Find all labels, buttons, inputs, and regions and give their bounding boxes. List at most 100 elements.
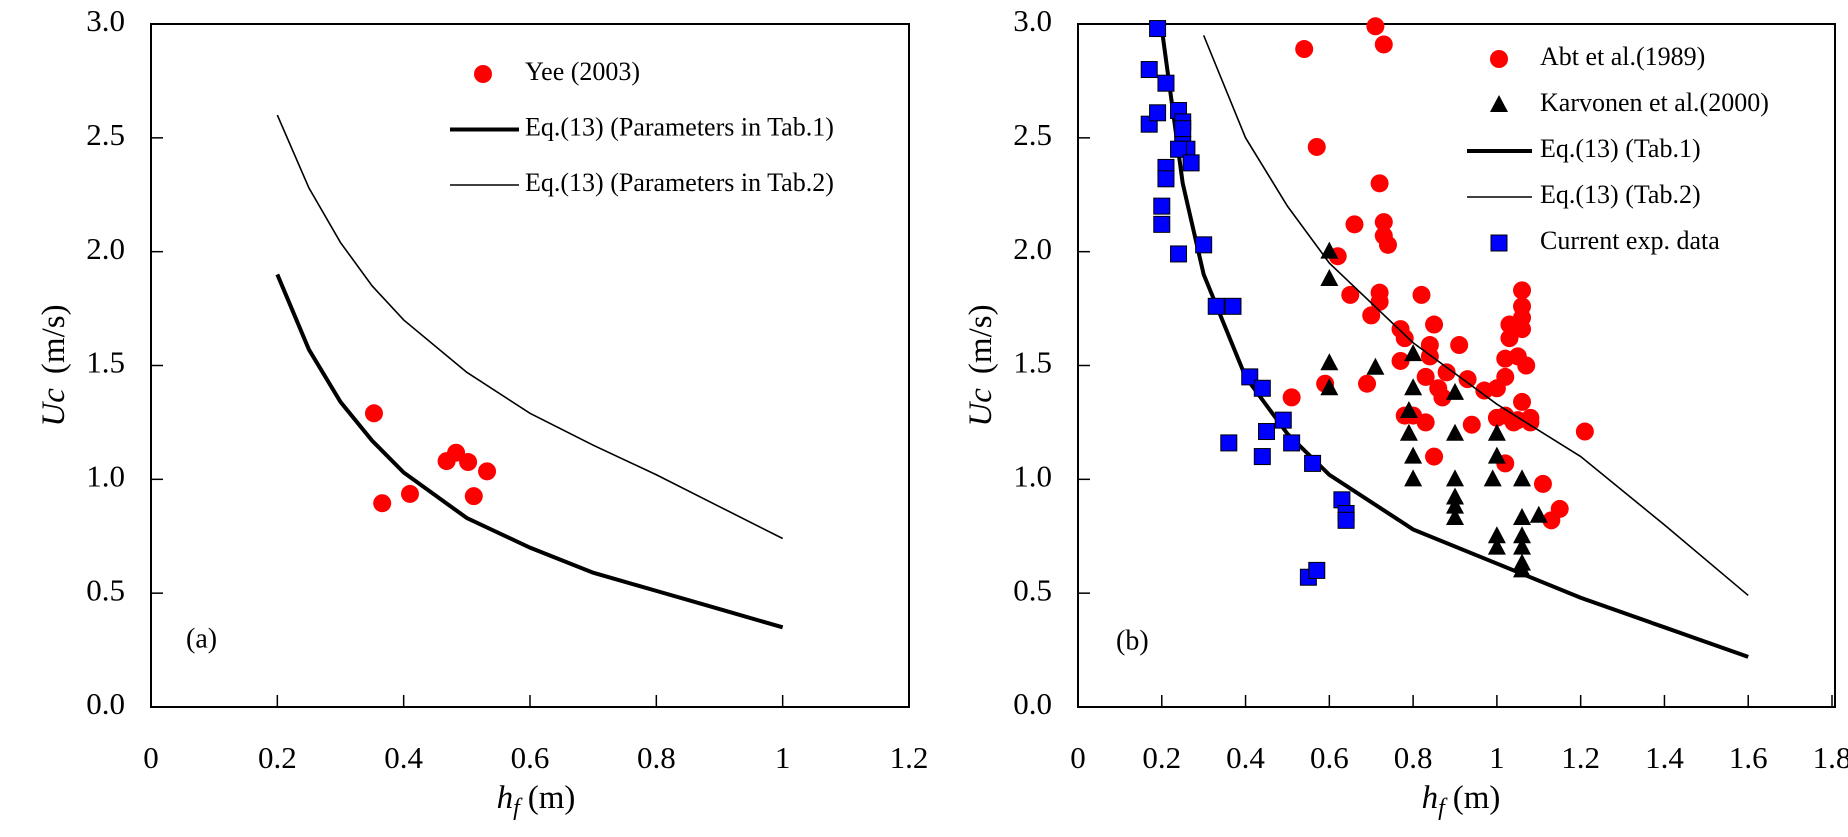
y-tick-label: 0.5: [1013, 572, 1052, 607]
point: [1307, 137, 1326, 156]
x-tick-label: 0.6: [1310, 740, 1349, 775]
curve: [1202, 35, 1749, 597]
point: [1513, 392, 1532, 411]
x-tick-label: 1: [775, 740, 791, 775]
point: [1399, 401, 1418, 419]
point: [1446, 423, 1464, 441]
legend-label: Karvonen et al.(2000): [1540, 88, 1769, 117]
x-tick-label: 0.4: [384, 740, 423, 775]
point: [1483, 469, 1502, 487]
point: [1513, 508, 1532, 526]
point: [1174, 120, 1192, 138]
point: [1404, 378, 1423, 396]
point: [1446, 382, 1464, 400]
point: [1458, 370, 1477, 389]
point: [1404, 344, 1423, 362]
point: [1258, 423, 1275, 441]
point: [1253, 448, 1271, 466]
y-tick-label: 0.0: [86, 686, 125, 721]
point: [1416, 367, 1435, 386]
point: [1521, 408, 1540, 427]
point: [1404, 469, 1423, 487]
point: [1362, 306, 1381, 325]
panel-label: (a): [186, 623, 217, 654]
curve: [275, 273, 784, 630]
y-tick-label: 3.0: [1013, 3, 1052, 38]
point: [1378, 235, 1397, 254]
point: [478, 462, 497, 481]
point: [1374, 35, 1393, 54]
legend-marker: [1490, 234, 1508, 252]
point: [1395, 329, 1414, 348]
point: [1399, 423, 1418, 441]
point: [1462, 415, 1481, 434]
point: [459, 453, 478, 472]
x-axis-label: hf (m): [1422, 780, 1501, 821]
point: [1513, 281, 1532, 300]
point: [1308, 561, 1326, 579]
point: [1182, 154, 1200, 172]
y-tick-label: 0.5: [86, 572, 125, 607]
plot-frame: [1077, 23, 1836, 708]
point: [1295, 40, 1314, 59]
y-label-unit: (m/s): [36, 304, 72, 374]
y-tick-label: 1.0: [86, 458, 125, 493]
point: [1446, 487, 1464, 505]
y-label-main: Uc: [963, 388, 999, 427]
point: [1366, 357, 1385, 375]
x-tick-label: 0.8: [637, 740, 676, 775]
legend-label: Eq.(13) (Parameters in Tab.2): [525, 168, 834, 197]
legend-label: Current exp. data: [1540, 226, 1720, 255]
point: [1450, 336, 1469, 355]
x-label-sub: f: [513, 795, 523, 821]
point: [1283, 434, 1301, 452]
point: [1220, 434, 1238, 452]
legend-label: Eq.(13) (Parameters in Tab.1): [525, 112, 834, 141]
point: [364, 404, 383, 423]
point: [1513, 469, 1532, 487]
x-axis-label: hf (m): [497, 780, 576, 821]
y-label-unit: (m/s): [963, 304, 999, 374]
point: [1149, 20, 1167, 38]
point: [1345, 215, 1364, 234]
point: [1374, 213, 1393, 232]
y-label-main: Uc: [36, 388, 72, 427]
point: [1513, 320, 1532, 339]
point: [1496, 367, 1515, 386]
x-tick-label: 1.8: [1813, 740, 1848, 775]
point: [1195, 236, 1213, 254]
point: [1153, 215, 1171, 233]
y-tick-label: 1.5: [1013, 345, 1052, 380]
point: [1437, 363, 1456, 382]
point: [1425, 315, 1444, 334]
x-tick-label: 0.4: [1226, 740, 1265, 775]
point: [1517, 356, 1536, 375]
x-tick-label: 1.2: [890, 740, 929, 775]
x-tick-label: 1.6: [1729, 740, 1768, 775]
point: [1533, 474, 1552, 493]
point: [1153, 197, 1171, 215]
point: [1320, 378, 1339, 396]
point: [1304, 454, 1322, 472]
legend-label: Eq.(13) (Tab.2): [1540, 180, 1701, 209]
legend-marker: [1490, 50, 1508, 68]
point: [1404, 446, 1423, 464]
y-tick-label: 2.0: [1013, 231, 1052, 266]
y-tick-label: 2.0: [86, 231, 125, 266]
point: [1513, 526, 1532, 544]
legend-marker: [474, 65, 492, 83]
point: [1320, 241, 1339, 259]
x-tick-label: 0.2: [1142, 740, 1181, 775]
x-tick-label: 0: [1070, 740, 1086, 775]
x-label-main: h: [1422, 780, 1439, 816]
legend-label: Yee (2003): [525, 57, 640, 86]
point: [400, 484, 419, 503]
curve: [276, 114, 784, 540]
x-tick-label: 0.2: [258, 740, 297, 775]
x-tick-label: 1.4: [1645, 740, 1684, 775]
y-tick-label: 1.5: [86, 345, 125, 380]
point: [1433, 388, 1452, 407]
point: [1140, 61, 1158, 79]
point: [1513, 537, 1532, 555]
